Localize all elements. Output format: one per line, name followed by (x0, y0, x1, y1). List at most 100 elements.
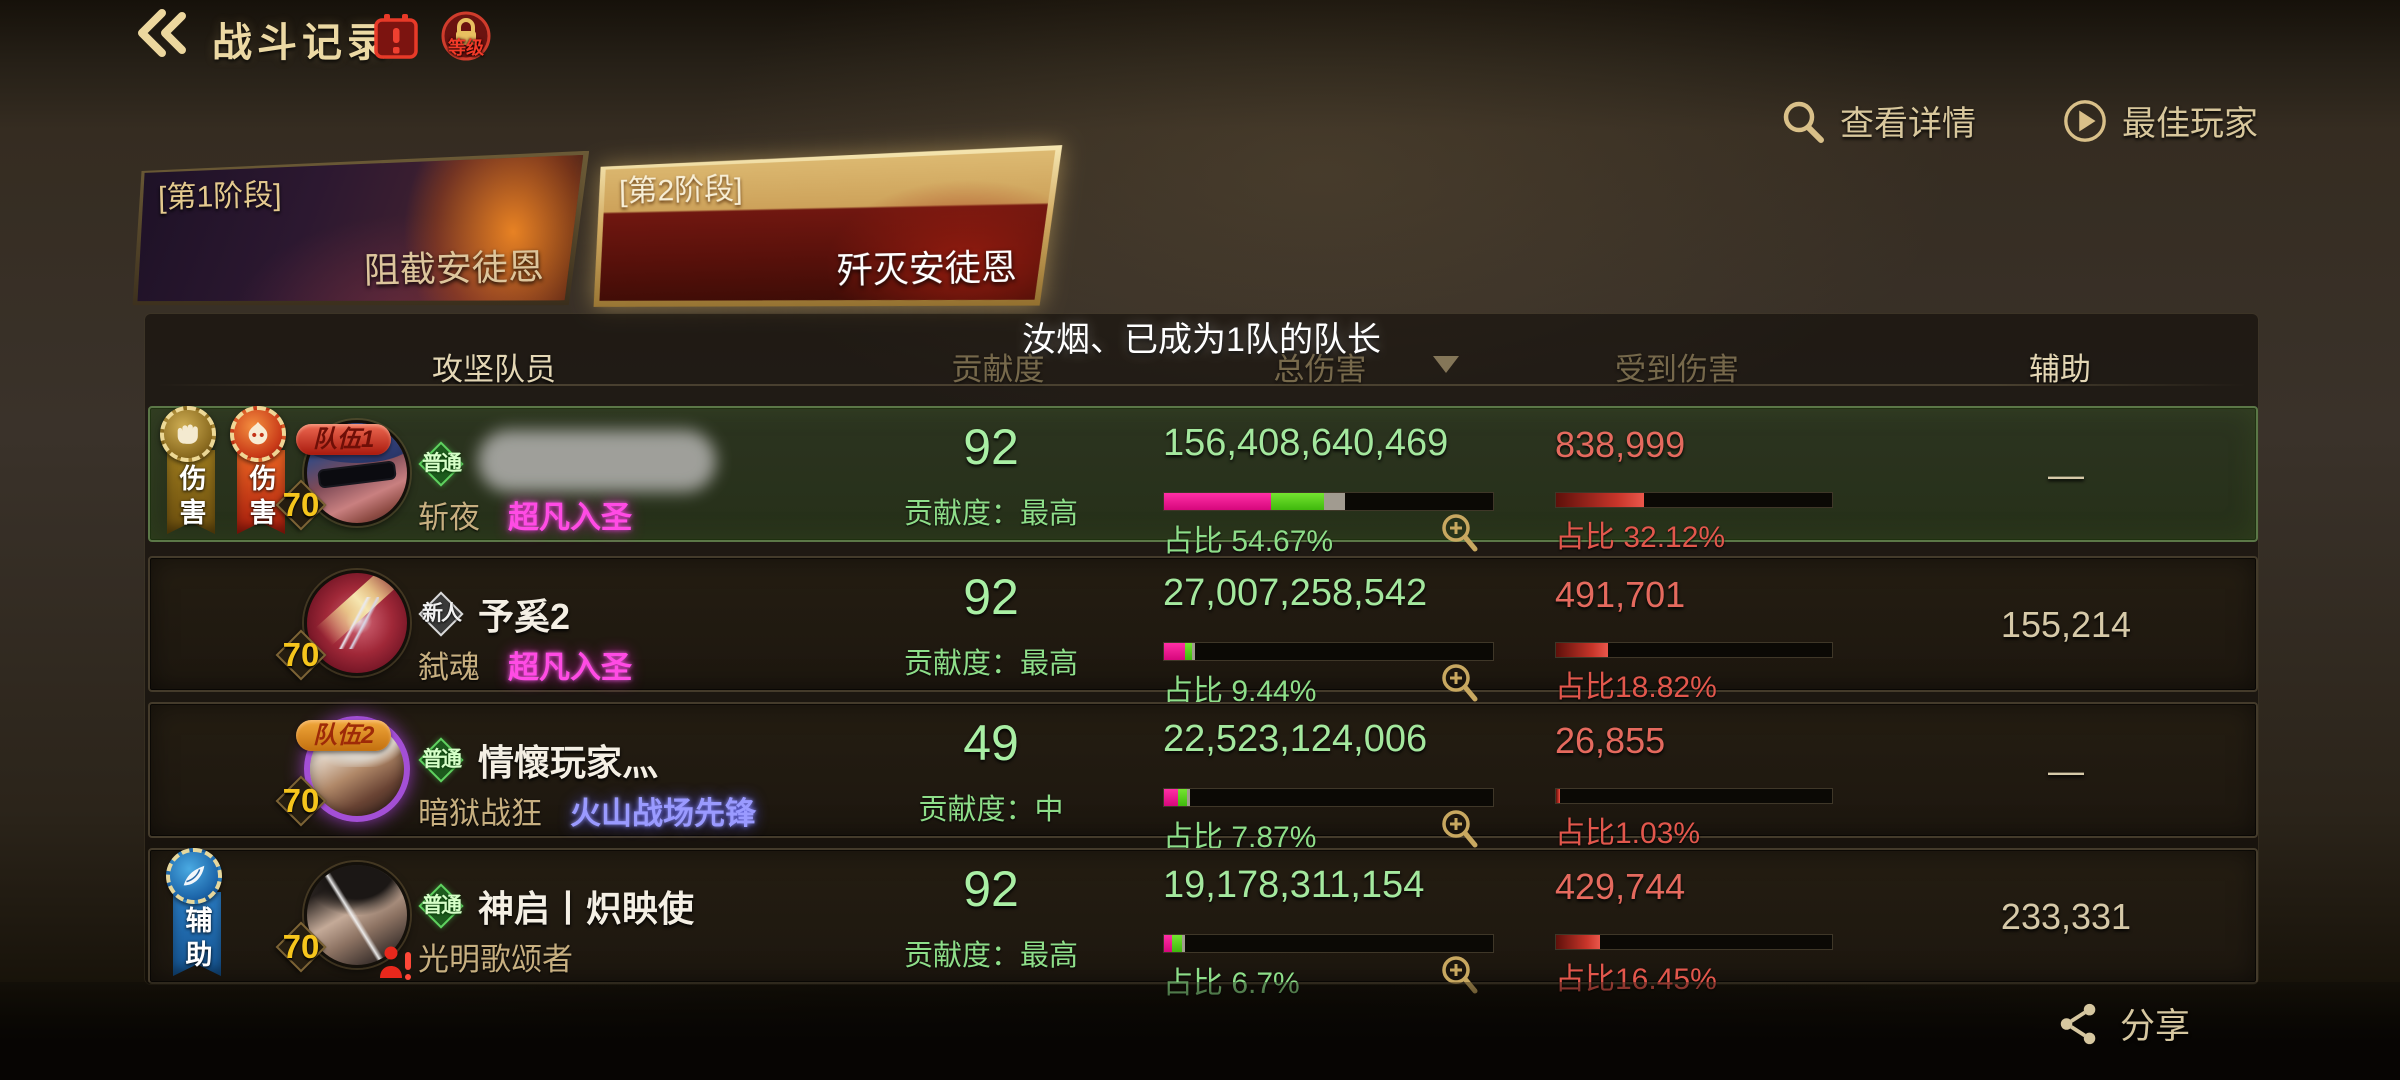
tab1-name: 阻截安徒恩 (363, 245, 545, 291)
class-name: 光明歌颂者 (418, 941, 573, 977)
damage-bar (1163, 788, 1494, 807)
record-table-panel: 汝烟、已成为1队的队长 攻坚队员 贡献度 总伤害 受到伤害 辅助 伤害 (145, 314, 2258, 1000)
taken-share: 占比 32.12% (1555, 521, 1726, 554)
redacted-name (478, 430, 716, 492)
contribution-label: 贡献度：最高 (903, 940, 1078, 972)
damage-bar-green (1178, 789, 1188, 806)
damage-bar-grey (1191, 643, 1196, 660)
class-line: 弑魂 超凡入圣 (418, 644, 632, 685)
class-line: 斩夜 超凡入圣 (418, 494, 632, 535)
taken-share: 占比18.82% (1555, 671, 1717, 704)
damage-bar (1163, 492, 1494, 511)
tab1-stage-label: [第1阶段] (157, 178, 282, 215)
assist-value: — (2048, 750, 2084, 791)
damage-bar-pink (1164, 789, 1179, 806)
search-icon (1783, 101, 1824, 143)
damage-value: 19,178,311,154 (1163, 864, 1425, 906)
col-total-damage[interactable]: 总伤害 (1273, 352, 1367, 387)
table-header: 攻坚队员 贡献度 总伤害 受到伤害 辅助 (145, 314, 2258, 387)
view-details-label: 查看详情 (1840, 105, 1976, 143)
contribution-value: 92 (963, 419, 1019, 475)
assist-value: 155,214 (2000, 604, 2132, 645)
damage-bar-pink (1164, 935, 1173, 952)
share-button[interactable]: 分享 (2056, 998, 2190, 1049)
player-title: 火山战场先锋 (570, 795, 756, 831)
back-chevrons-icon (138, 9, 186, 57)
level-badge: 70 (278, 632, 324, 678)
player-row-3[interactable]: 队伍2 70 普通 情懷玩家灬 暗狱战狂 火山战场先锋 49 贡献度：中 22,… (148, 702, 2258, 854)
taken-bar (1555, 492, 1833, 508)
col-member: 攻坚队员 (432, 352, 556, 387)
view-details-button[interactable]: 查看详情 (1780, 96, 1976, 145)
damage-value: 27,007,258,542 (1163, 572, 1428, 614)
rank-ribbon-damage-red: 伤害 (228, 406, 294, 536)
rank-ribbon-label: 伤害 (245, 464, 276, 532)
rarity-badge: 普通 (418, 441, 464, 487)
assist-value: — (2048, 454, 2084, 495)
damage-value: 156,408,640,469 (1163, 422, 1449, 464)
damage-bar-green (1184, 643, 1192, 660)
player-row-2[interactable]: 70 新人 予奚2 弑魂 超凡入圣 92 贡献度：最高 27,007,258,5… (148, 556, 2258, 708)
tab2-name: 歼灭安徒恩 (836, 246, 1018, 291)
fist-medal-icon (160, 406, 216, 462)
rank-ribbon-damage-gold: 伤害 (158, 406, 224, 536)
level-badge: 70 (278, 482, 324, 528)
header-divider (157, 384, 2246, 386)
team-badge: 队伍2 (296, 720, 392, 751)
best-player-button[interactable]: 最佳玩家 (2062, 96, 2258, 145)
taken-value: 491,701 (1555, 574, 1686, 615)
zoom-detail-icon[interactable] (1438, 806, 1482, 850)
damage-bar-grey (1187, 789, 1190, 806)
player-name: 神启丨炽眏使 (478, 888, 695, 929)
damage-bar-green (1172, 935, 1183, 952)
top-bar: 战斗记录 等级 (0, 0, 2400, 66)
name-line: 新人 予奚2 (418, 590, 570, 638)
rarity-badge: 新人 (418, 591, 464, 637)
ribbon-body (237, 450, 285, 534)
name-line: 普通 情懷玩家灬 (418, 736, 658, 784)
level-lock-icon[interactable]: 等级 (440, 10, 492, 62)
class-name: 弑魂 (418, 649, 480, 685)
class-name: 斩夜 (418, 499, 480, 535)
damage-bar-green (1270, 493, 1324, 510)
player-name: 予奚2 (478, 596, 571, 637)
tab-stage-2-active[interactable]: [第2阶段] 歼灭安徒恩 (590, 145, 1065, 315)
flame-medal-icon (230, 406, 286, 462)
taken-value: 26,855 (1555, 720, 1666, 761)
share-icon (2060, 1003, 2096, 1044)
contribution-value: 92 (963, 861, 1019, 917)
assist-value: 233,331 (2000, 896, 2132, 937)
play-circle-icon (2064, 99, 2106, 142)
level-badge: 70 (278, 924, 324, 970)
back-button[interactable] (132, 8, 194, 58)
player-row-4[interactable]: 辅助 70 普通 神启丨炽眏使 光明歌颂者 92 贡献度：最高 19,178,3… (148, 848, 2258, 1000)
damage-bar-grey (1182, 935, 1186, 952)
col-damage-taken[interactable]: 受到伤害 (1615, 352, 1739, 387)
player-row-1[interactable]: 伤害 伤害 队伍1 70 普通 斩夜 超凡入圣 92 贡献度：最高 1 (148, 406, 2258, 558)
wing-medal-icon (166, 848, 222, 904)
calendar-alert-icon[interactable] (372, 12, 420, 60)
damage-bar-pink (1164, 643, 1185, 660)
team-badge: 队伍1 (296, 424, 392, 455)
taken-bar-fill (1556, 789, 1560, 803)
rarity-badge: 普通 (418, 883, 464, 929)
taken-bar-fill (1556, 643, 1609, 657)
sort-dropdown-icon[interactable] (1433, 356, 1459, 386)
best-player-label: 最佳玩家 (2122, 105, 2258, 143)
contribution-label: 贡献度：中 (918, 794, 1064, 826)
zoom-detail-icon[interactable] (1438, 510, 1482, 554)
taken-bar (1555, 788, 1833, 804)
offline-alert-icon (378, 944, 414, 982)
taken-bar-fill (1556, 935, 1601, 949)
damage-share: 占比 54.67% (1163, 525, 1334, 558)
taken-bar-fill (1556, 493, 1645, 507)
tab-stage-1[interactable]: [第1阶段] 阻截安徒恩 (129, 151, 592, 315)
class-line: 光明歌颂者 (418, 936, 573, 977)
taken-value: 429,744 (1555, 866, 1686, 907)
taken-share: 占比1.03% (1555, 817, 1701, 850)
col-contribution[interactable]: 贡献度 (951, 352, 1045, 387)
player-title: 超凡入圣 (508, 649, 632, 685)
damage-bar (1163, 642, 1494, 661)
zoom-detail-icon[interactable] (1438, 660, 1482, 704)
